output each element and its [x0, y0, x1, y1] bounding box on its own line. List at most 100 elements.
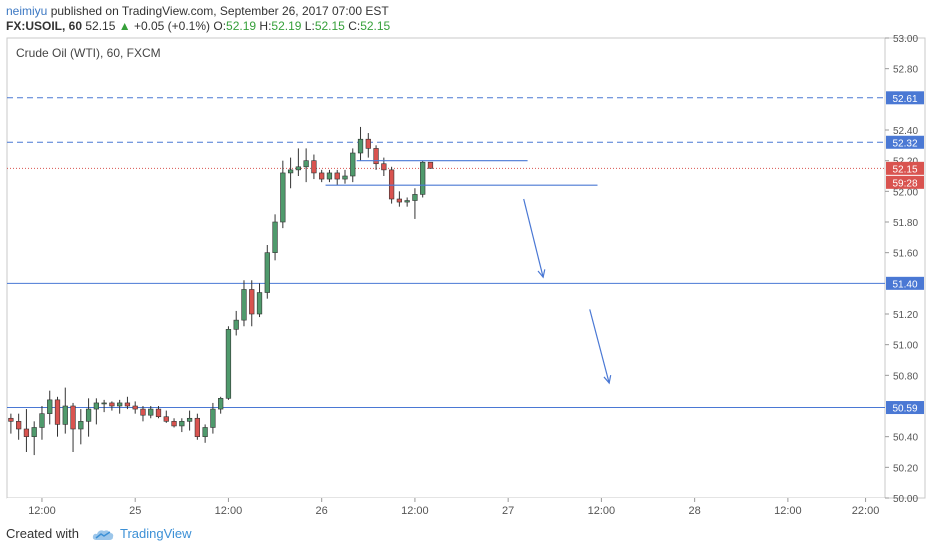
candle-body[interactable] [412, 194, 418, 201]
last-price: 52.15 [85, 19, 116, 33]
low-value: 52.15 [314, 19, 345, 33]
price-axis[interactable] [884, 37, 926, 499]
candle-body[interactable] [373, 148, 379, 165]
y-tick-label: 52.40 [893, 126, 918, 137]
x-tick-label: 26 [316, 505, 328, 517]
candle-body[interactable] [62, 405, 68, 425]
level-badge: 52.61 [892, 94, 917, 105]
y-tick-label: 52.80 [893, 65, 918, 76]
published-text: published on TradingView.com, September … [50, 4, 389, 18]
header: neimiyu published on TradingView.com, Se… [6, 4, 390, 34]
level-badge-bg [886, 135, 924, 149]
arrow-head-icon [603, 375, 612, 385]
up-triangle-icon: ▲ [118, 19, 131, 33]
candle-body[interactable] [249, 289, 255, 315]
candle-body[interactable] [319, 172, 325, 180]
y-tick-label: 50.00 [893, 494, 918, 505]
candle-body[interactable] [31, 427, 37, 437]
candle-body[interactable] [54, 399, 61, 425]
x-tick-label: 12:00 [28, 505, 56, 517]
candle-body[interactable] [427, 161, 434, 169]
symbol: FX:USOIL, 60 [6, 19, 83, 33]
candle-body[interactable] [303, 160, 309, 168]
candle-body[interactable] [47, 399, 53, 414]
candle-body[interactable] [218, 398, 224, 410]
symbol-line: FX:USOIL, 60 52.15 ▲ +0.05 (+0.1%) O: 52.… [6, 19, 390, 34]
candle-body[interactable] [357, 138, 364, 154]
candle-body[interactable] [388, 169, 395, 200]
candle-body[interactable] [350, 152, 356, 177]
candle-body[interactable] [280, 172, 286, 223]
open-label: O: [213, 19, 227, 33]
candle-body[interactable] [420, 161, 426, 195]
candle-body[interactable] [404, 200, 410, 203]
author-link[interactable]: neimiyu [6, 4, 48, 18]
candle-body[interactable] [342, 175, 348, 180]
level-badge-bg [886, 276, 924, 290]
candle-body[interactable] [132, 405, 138, 410]
candle-body[interactable] [186, 417, 193, 422]
candle-body[interactable] [148, 408, 154, 416]
candle-body[interactable] [194, 417, 200, 437]
price-change: +0.05 (+0.1%) [133, 19, 211, 33]
tradingview-brand-link[interactable]: TradingView [120, 526, 192, 541]
candle-body[interactable] [272, 221, 278, 253]
chart-title: Crude Oil (WTI), 60, FXCM [16, 46, 161, 60]
candle-body[interactable] [202, 427, 208, 437]
plot-area[interactable] [6, 37, 886, 499]
created-with-text: Created with [6, 526, 79, 541]
candle-body[interactable] [101, 402, 107, 405]
candle-body[interactable] [241, 289, 247, 321]
x-tick-label: 22:00 [852, 505, 880, 517]
x-tick-label: 28 [689, 505, 701, 517]
x-tick-label: 12:00 [588, 505, 616, 517]
y-tick-label: 51.20 [893, 310, 918, 321]
y-tick-label: 50.80 [893, 371, 918, 382]
candle-body[interactable] [264, 252, 270, 293]
time-axis[interactable] [7, 498, 885, 518]
candle-body[interactable] [225, 329, 232, 399]
low-label: L: [304, 19, 315, 33]
candle-body[interactable] [8, 417, 14, 422]
candle-body[interactable] [233, 319, 239, 330]
candle-body[interactable] [16, 421, 22, 430]
y-tick-label: 52.00 [893, 187, 918, 198]
candle-body[interactable] [39, 413, 45, 428]
candle-body[interactable] [179, 421, 185, 427]
candle-body[interactable] [117, 402, 123, 407]
candle-body[interactable] [78, 421, 84, 430]
candle-body[interactable] [155, 408, 162, 418]
candle-body[interactable] [85, 408, 92, 422]
close-label: C: [348, 19, 361, 33]
candle-body[interactable] [365, 138, 371, 149]
arrow-head-icon [537, 269, 546, 279]
candle-body[interactable] [396, 198, 403, 203]
level-badge-bg [886, 401, 924, 415]
candle-body[interactable] [311, 160, 317, 174]
arrow-line[interactable] [589, 309, 610, 384]
candle-body[interactable] [163, 416, 169, 422]
candle-body[interactable] [256, 292, 263, 315]
candle-body[interactable] [326, 172, 333, 180]
candle-body[interactable] [210, 408, 216, 428]
high-label: H: [259, 19, 272, 33]
candle-body[interactable] [109, 402, 115, 407]
candle-body[interactable] [124, 402, 131, 407]
candle-body[interactable] [287, 169, 294, 174]
candle-body[interactable] [140, 408, 146, 416]
candle-body[interactable] [70, 405, 76, 430]
footer: Created with TradingView [6, 526, 192, 542]
candle-body[interactable] [93, 402, 99, 410]
y-tick-label: 53.00 [893, 34, 918, 45]
y-tick-label: 51.80 [893, 218, 918, 229]
candle-body[interactable] [295, 166, 302, 171]
arrow-line[interactable] [523, 198, 544, 278]
x-tick-label: 27 [502, 505, 514, 517]
candle-body[interactable] [23, 428, 30, 437]
y-tick-label: 51.60 [893, 249, 918, 260]
candle-body[interactable] [171, 421, 177, 427]
candle-body[interactable] [334, 172, 340, 180]
candle-body[interactable] [381, 163, 387, 171]
x-tick-label: 12:00 [401, 505, 429, 517]
